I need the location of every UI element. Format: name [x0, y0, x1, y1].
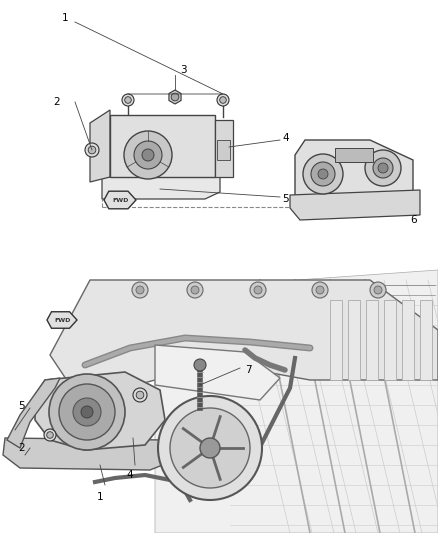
Text: 2: 2: [53, 97, 60, 107]
Circle shape: [194, 359, 206, 371]
Text: 6: 6: [410, 215, 417, 225]
Text: 4: 4: [282, 133, 289, 143]
Circle shape: [73, 398, 101, 426]
Circle shape: [136, 391, 144, 399]
Text: 1: 1: [61, 13, 68, 23]
Circle shape: [49, 374, 125, 450]
Polygon shape: [35, 372, 165, 450]
Polygon shape: [155, 345, 280, 400]
FancyBboxPatch shape: [348, 300, 360, 380]
Circle shape: [217, 94, 229, 106]
FancyBboxPatch shape: [215, 120, 233, 177]
FancyBboxPatch shape: [110, 115, 215, 177]
Circle shape: [158, 396, 262, 500]
Circle shape: [370, 282, 386, 298]
Circle shape: [312, 282, 328, 298]
Circle shape: [200, 438, 220, 458]
Text: 1: 1: [97, 492, 103, 502]
Circle shape: [187, 282, 203, 298]
Polygon shape: [3, 438, 175, 470]
Circle shape: [170, 408, 250, 488]
Circle shape: [171, 93, 179, 101]
FancyBboxPatch shape: [402, 300, 414, 380]
Circle shape: [316, 286, 324, 294]
Circle shape: [136, 286, 144, 294]
Circle shape: [318, 169, 328, 179]
Polygon shape: [295, 140, 413, 208]
Polygon shape: [290, 190, 420, 220]
Circle shape: [374, 286, 382, 294]
Polygon shape: [335, 148, 373, 162]
Circle shape: [133, 388, 147, 402]
Text: FWD: FWD: [55, 318, 71, 322]
Circle shape: [134, 141, 162, 169]
Polygon shape: [50, 280, 438, 400]
Circle shape: [365, 150, 401, 186]
Polygon shape: [7, 378, 60, 448]
Circle shape: [59, 384, 115, 440]
Circle shape: [132, 282, 148, 298]
Circle shape: [250, 282, 266, 298]
Circle shape: [88, 146, 96, 154]
Circle shape: [122, 94, 134, 106]
Circle shape: [142, 149, 154, 161]
Polygon shape: [104, 191, 136, 209]
Circle shape: [47, 432, 53, 438]
FancyBboxPatch shape: [330, 300, 342, 380]
Circle shape: [311, 162, 335, 186]
Circle shape: [378, 163, 388, 173]
Circle shape: [373, 158, 393, 178]
Text: 7: 7: [245, 365, 251, 375]
Circle shape: [124, 131, 172, 179]
Circle shape: [125, 96, 131, 103]
FancyBboxPatch shape: [366, 300, 378, 380]
Text: 4: 4: [127, 470, 133, 480]
Circle shape: [254, 286, 262, 294]
Polygon shape: [47, 312, 77, 328]
Circle shape: [303, 154, 343, 194]
Circle shape: [191, 286, 199, 294]
Text: 3: 3: [180, 65, 187, 75]
Polygon shape: [90, 110, 110, 182]
FancyBboxPatch shape: [420, 300, 432, 380]
Circle shape: [85, 143, 99, 157]
Circle shape: [81, 406, 93, 418]
FancyBboxPatch shape: [217, 140, 230, 160]
Circle shape: [44, 429, 56, 441]
Polygon shape: [169, 90, 181, 104]
Text: 2: 2: [18, 443, 25, 453]
Text: 5: 5: [282, 194, 289, 204]
FancyBboxPatch shape: [384, 300, 396, 380]
Circle shape: [220, 96, 226, 103]
Text: FWD: FWD: [113, 198, 129, 203]
Polygon shape: [155, 270, 438, 533]
Polygon shape: [102, 177, 220, 199]
Text: 5: 5: [18, 401, 25, 411]
